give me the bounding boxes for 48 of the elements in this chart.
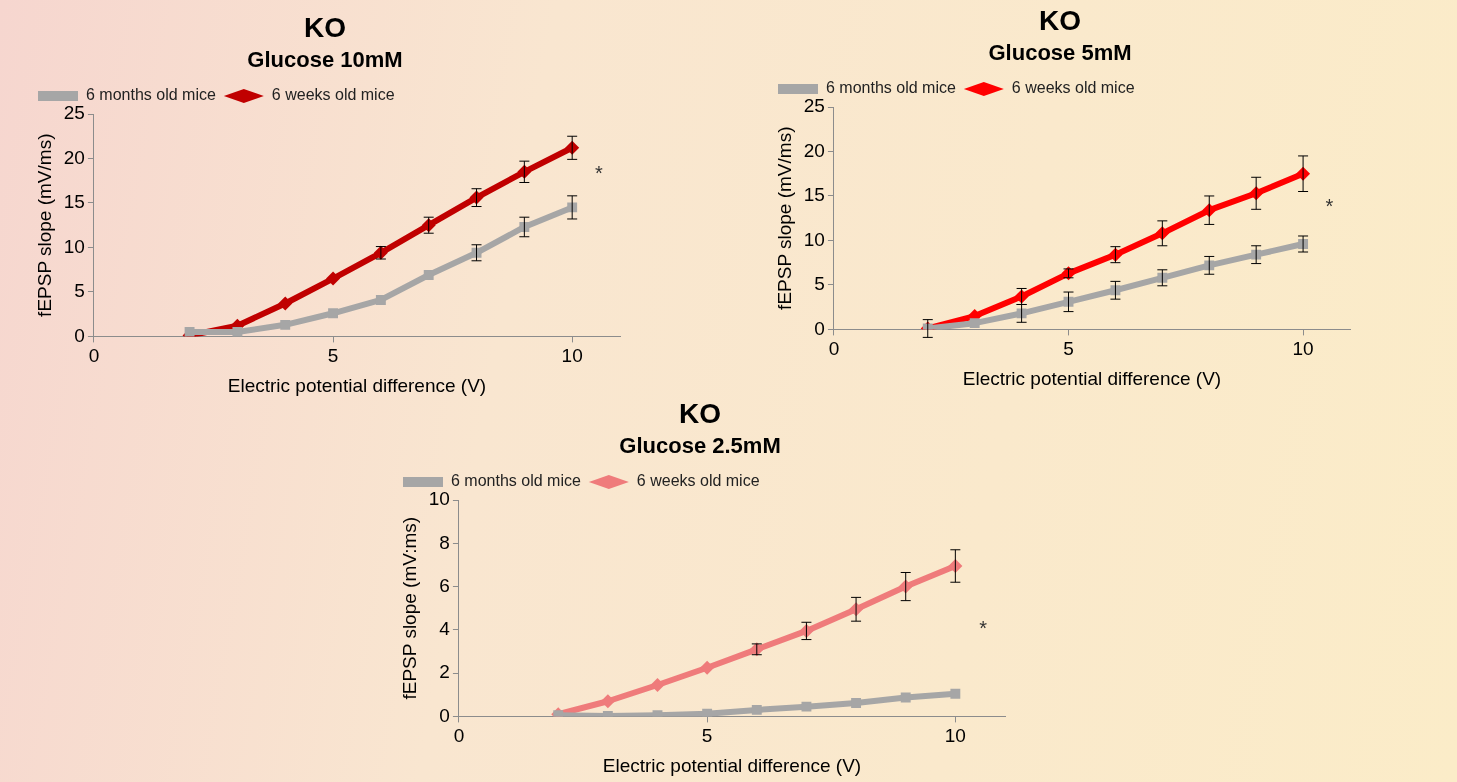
chart-title: KO (679, 397, 721, 429)
y-tick-label: 0 (439, 704, 450, 726)
y-tick-label: 15 (63, 191, 85, 213)
y-tick-label: 10 (803, 228, 825, 250)
y-tick-label: 6 (439, 574, 450, 596)
x-axis-title: Electric potential difference (V) (602, 754, 862, 776)
x-tick-label: 5 (701, 725, 713, 747)
legend-label: 6 weeks old mice (636, 472, 760, 490)
x-tick-label: 10 (1292, 338, 1314, 360)
y-tick-label: 4 (439, 618, 451, 640)
y-tick-label: 25 (63, 102, 85, 124)
y-tick-label: 25 (803, 95, 825, 117)
chart-subtitle: Glucose 5mM (988, 39, 1132, 65)
chart-title: KO (304, 11, 346, 43)
x-axis-title: Electric potential difference (V) (227, 374, 487, 396)
legend-label: 6 weeks old mice (1011, 79, 1135, 97)
legend-label: 6 months old mice (86, 86, 216, 104)
legend-label: 6 months old mice (826, 79, 956, 97)
x-tick-label: 0 (453, 725, 465, 747)
x-tick-label: 0 (88, 345, 100, 367)
y-tick-label: 10 (63, 235, 85, 257)
y-axis-title: fEPSP slope (mV:ms) (398, 516, 420, 700)
annotation: * (595, 161, 604, 184)
x-axis-title: Electric potential difference (V) (962, 367, 1222, 389)
legend-label: 6 weeks old mice (271, 86, 395, 104)
y-tick-label: 8 (439, 531, 450, 553)
y-tick-label: 20 (803, 139, 825, 161)
x-tick-label: 5 (327, 345, 339, 367)
y-tick-label: 5 (74, 280, 85, 302)
legend-label: 6 months old mice (451, 472, 581, 490)
chart-subtitle: Glucose 10mM (247, 46, 403, 72)
x-tick-label: 10 (561, 345, 583, 367)
y-tick-label: 2 (439, 661, 450, 683)
annotation: * (1325, 194, 1334, 217)
x-tick-label: 0 (828, 338, 840, 360)
annotation: * (979, 617, 988, 640)
y-axis-title: fEPSP slope (mV/ms) (773, 126, 795, 310)
y-tick-label: 15 (803, 184, 825, 206)
chart-subtitle: Glucose 2.5mM (619, 432, 781, 458)
x-tick-label: 5 (1063, 338, 1074, 360)
y-tick-label: 20 (63, 146, 85, 168)
y-tick-label: 0 (814, 317, 825, 339)
y-tick-label: 10 (428, 488, 450, 510)
y-tick-label: 5 (814, 273, 825, 295)
x-tick-label: 10 (944, 725, 966, 747)
y-axis-title: fEPSP slope (mV/ms) (33, 133, 55, 317)
y-tick-label: 0 (74, 324, 85, 346)
chart-title: KO (1039, 4, 1081, 36)
